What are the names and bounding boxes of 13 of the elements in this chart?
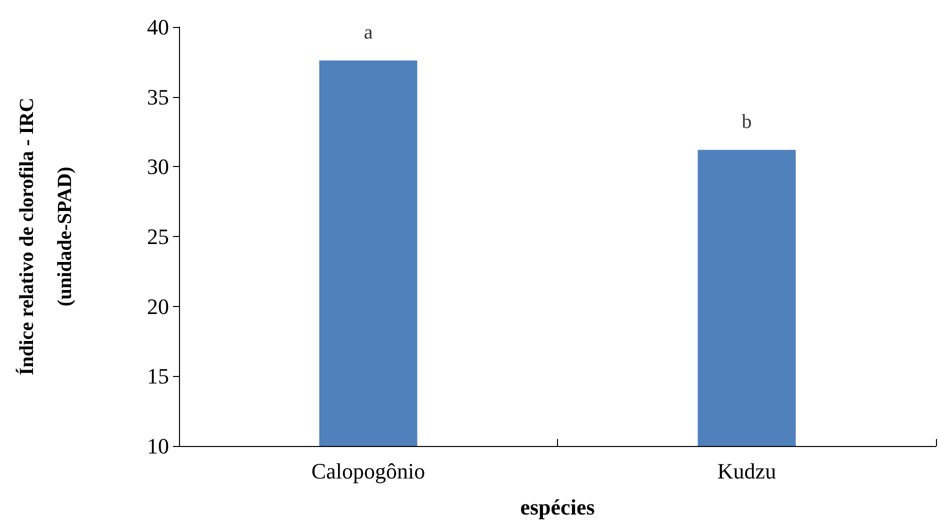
y-tick-label: 25	[147, 224, 169, 249]
annotation: a	[364, 22, 373, 44]
x-axis-title: espécies	[520, 494, 596, 520]
annotation: b	[742, 110, 752, 133]
y-axis-title: Índice relativo de clorofila - IRC (unidade-SPAD)	[15, 98, 76, 376]
y-tick-label: 35	[147, 84, 169, 110]
y-tick-label: 20	[147, 294, 169, 319]
y-tick-label: 10	[147, 434, 169, 458]
y-tick-label: 15	[147, 364, 169, 389]
x-tick-label: Kudzu	[717, 458, 776, 484]
y-tick-label: 40	[147, 14, 169, 40]
x-tick-label: Calopogônio	[311, 458, 426, 484]
y-tick-label: 30	[147, 154, 169, 180]
